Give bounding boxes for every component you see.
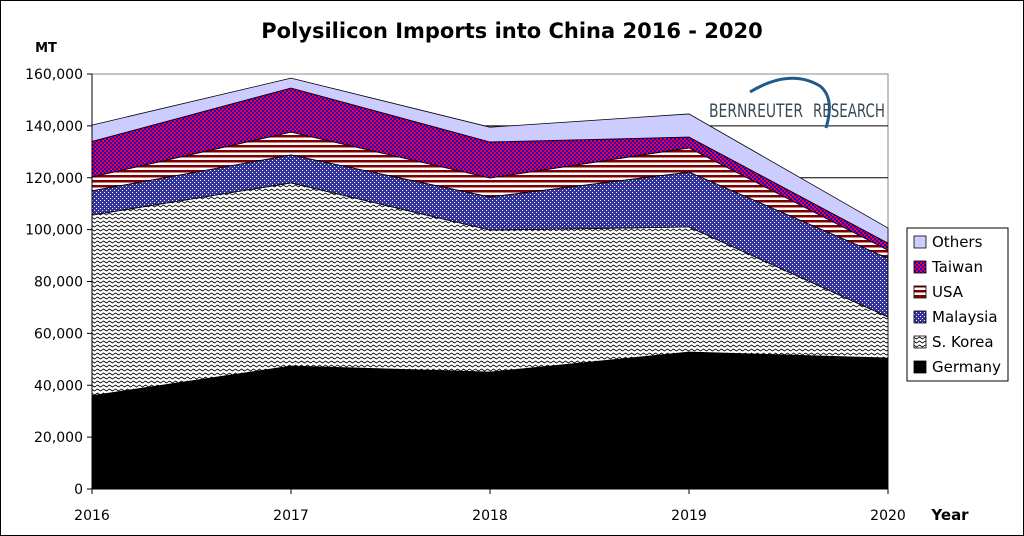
- y-tick-label: 80,000: [34, 275, 83, 291]
- x-tick-label: 2018: [472, 508, 508, 524]
- legend-label: Taiwan: [931, 258, 983, 276]
- x-tick-label: 2016: [74, 508, 110, 524]
- legend-swatch: [913, 285, 927, 299]
- logo-left-text: BERNREUTER: [709, 100, 803, 122]
- legend-item: Malaysia: [913, 308, 998, 326]
- legend-swatch: [913, 310, 927, 324]
- y-tick-label: 100,000: [25, 223, 83, 239]
- legend-label: Others: [932, 233, 983, 251]
- legend-swatch: [913, 335, 927, 349]
- y-tick-label: 60,000: [34, 326, 83, 342]
- x-tick-label: 2019: [671, 508, 707, 524]
- legend-item: Taiwan: [913, 258, 983, 276]
- bernreuter-logo: BERNREUTER RESEARCH: [709, 76, 885, 129]
- legend-swatch: [913, 360, 927, 374]
- y-tick-label: 40,000: [34, 378, 83, 394]
- x-axis-label: Year: [930, 506, 969, 524]
- x-tick-label: 2017: [273, 508, 309, 524]
- y-tick-label: 140,000: [25, 119, 83, 135]
- legend-item: USA: [913, 283, 964, 301]
- y-tick-label: 120,000: [25, 171, 83, 187]
- logo-right-text: RESEARCH: [813, 100, 885, 122]
- chart-title: Polysilicon Imports into China 2016 - 20…: [261, 19, 762, 43]
- x-tick-label: 2020: [870, 508, 906, 524]
- legend-swatch: [913, 260, 927, 274]
- legend-label: USA: [932, 283, 964, 301]
- y-tick-label: 160,000: [25, 67, 83, 83]
- legend-swatch: [913, 235, 927, 249]
- y-tick-label: 0: [74, 482, 83, 498]
- logo-arc: [749, 76, 831, 129]
- y-axis-label: MT: [35, 41, 57, 56]
- legend: Others Taiwan USA Malaysia S. Korea Germany: [906, 227, 1009, 382]
- area-others: [91, 77, 889, 244]
- legend-label: Malaysia: [932, 308, 998, 326]
- legend-label: Germany: [932, 358, 1001, 376]
- legend-label: S. Korea: [932, 333, 994, 351]
- legend-box: [906, 227, 1009, 382]
- legend-item: S. Korea: [913, 333, 994, 351]
- legend-item: Others: [913, 233, 983, 251]
- y-tick-label: 20,000: [34, 430, 83, 446]
- legend-item: Germany: [913, 358, 1001, 376]
